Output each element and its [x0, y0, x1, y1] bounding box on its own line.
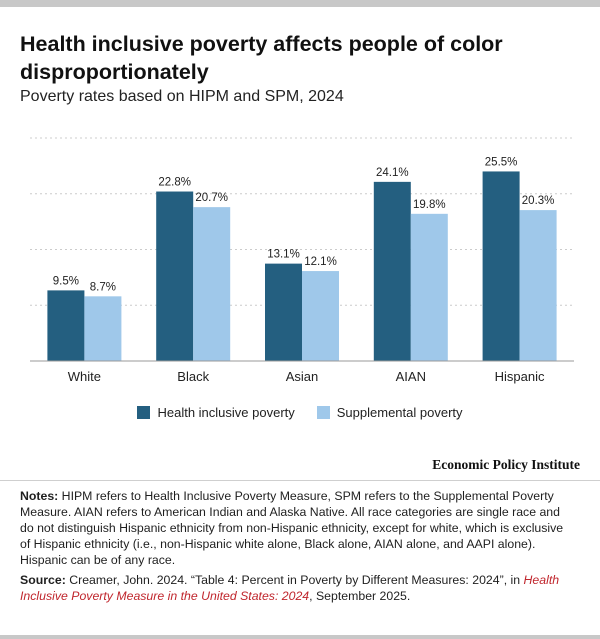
chart-title: Health inclusive poverty affects people …	[20, 32, 503, 84]
value-labels: 9.5% 8.7% 22.8% 20.7% 13.1% 12.1% 24.1% 19.8% 25…	[53, 156, 555, 293]
value-label-asian-hipm: 13.1%	[267, 249, 300, 261]
value-label-hispanic-spm: 20.3%	[522, 195, 555, 207]
bottom-rule	[0, 635, 600, 639]
legend-item-hipm: Health inclusive poverty	[137, 405, 295, 420]
value-label-black-spm: 20.7%	[195, 192, 228, 204]
brand-label: Economic Policy Institute	[432, 457, 580, 472]
legend-item-spm: Supplemental poverty	[316, 405, 463, 420]
legend-swatch-hipm	[137, 406, 151, 419]
value-label-asian-spm: 12.1%	[304, 256, 337, 268]
value-label-black-hipm: 22.8%	[158, 177, 191, 189]
source: Source: Creamer, John. 2024. “Table 4: P…	[20, 572, 576, 604]
divider	[0, 480, 600, 481]
category-labels: White Black Asian AIAN Hispanic	[68, 369, 545, 384]
top-rule	[0, 0, 600, 7]
category-label-aian: AIAN	[396, 369, 426, 384]
value-label-aian-spm: 19.8%	[413, 199, 446, 211]
bar-aian-spm	[410, 213, 448, 361]
category-label-white: White	[68, 369, 101, 384]
notes: Notes: HIPM refers to Health Inclusive P…	[20, 488, 576, 568]
bar-aian-hipm	[373, 181, 411, 361]
category-label-asian: Asian	[286, 369, 319, 384]
bar-chart: 9.5% 8.7% 22.8% 20.7% 13.1% 12.1% 24.1% 19.8% 25…	[30, 137, 574, 384]
legend-swatch-spm	[316, 406, 330, 419]
legend-label-hipm: Health inclusive poverty	[157, 405, 295, 420]
value-label-aian-hipm: 24.1%	[376, 167, 409, 179]
legend: Health inclusive poverty Supplemental po…	[0, 405, 600, 420]
value-label-white-hipm: 9.5%	[53, 275, 79, 287]
value-label-hispanic-hipm: 25.5%	[485, 156, 518, 168]
bar-black-spm	[193, 207, 231, 361]
value-label-white-spm: 8.7%	[90, 281, 116, 293]
bar-hispanic-spm	[519, 210, 557, 361]
source-text-2: , September 2025.	[309, 589, 411, 603]
source-text-1: Creamer, John. 2024. “Table 4: Percent i…	[65, 573, 524, 587]
bars	[47, 171, 557, 361]
source-link[interactable]: Health Inclusive Poverty Measure in the …	[20, 573, 560, 603]
category-label-hispanic: Hispanic	[495, 369, 545, 384]
notes-label: Notes:	[20, 489, 59, 503]
notes-text: HIPM refers to Health Inclusive Poverty …	[20, 489, 564, 567]
bar-asian-hipm	[265, 263, 302, 361]
bar-asian-spm	[302, 271, 339, 361]
bar-hispanic-hipm	[482, 171, 520, 361]
source-label: Source:	[20, 573, 66, 587]
legend-label-spm: Supplemental poverty	[336, 405, 463, 420]
chart-subtitle: Poverty rates based on HIPM and SPM, 202…	[20, 88, 344, 105]
bar-white-hipm	[47, 290, 85, 361]
bar-white-spm	[84, 296, 122, 361]
bar-black-hipm	[156, 191, 194, 361]
category-label-black: Black	[177, 369, 209, 384]
